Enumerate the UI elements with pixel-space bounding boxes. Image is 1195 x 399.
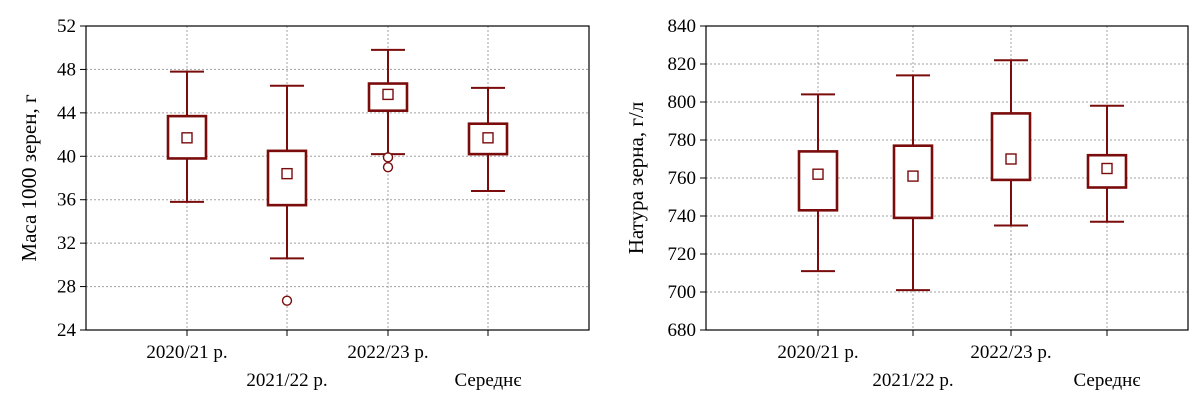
x-category-label: Середнє xyxy=(1073,370,1140,391)
y-tick-label: 700 xyxy=(668,282,697,303)
x-category-label: 2022/23 р. xyxy=(970,342,1051,363)
plot-frame xyxy=(85,25,590,331)
median-marker xyxy=(1101,162,1113,175)
box-3 xyxy=(367,48,409,173)
median-marker xyxy=(1005,153,1017,165)
chart-panel-2: 680 700 720 740 760 780 800 820 840 2020/21 р. 202… xyxy=(624,16,1189,391)
y-tick-label: 28 xyxy=(57,277,76,298)
x-category-label: Середнє xyxy=(454,370,521,391)
y-tick-label: 840 xyxy=(668,16,697,37)
median-marker xyxy=(382,88,394,101)
y-tick-label: 40 xyxy=(57,146,76,167)
outlier-point xyxy=(382,161,394,173)
x-category-label: 2022/23 р. xyxy=(347,342,428,363)
y-tick-label: 780 xyxy=(668,130,697,151)
iqr-box xyxy=(892,144,934,220)
median-marker xyxy=(907,170,919,182)
y-tick-label: 740 xyxy=(668,206,697,227)
y-tick-label: 760 xyxy=(668,168,697,189)
x-category-label: 2020/21 р. xyxy=(777,342,858,363)
y-tick-label: 800 xyxy=(668,92,697,113)
x-category-label: 2021/22 р. xyxy=(246,370,327,391)
x-category-label: 2021/22 р. xyxy=(872,370,953,391)
box-1 xyxy=(797,93,839,273)
iqr-box xyxy=(1086,153,1128,189)
box-3 xyxy=(990,59,1032,227)
outlier-point xyxy=(382,152,394,163)
box-4 xyxy=(467,86,509,193)
y-tick-label: 52 xyxy=(57,16,76,37)
iqr-box xyxy=(990,112,1032,182)
y-tick-label: 680 xyxy=(668,320,697,341)
box-2 xyxy=(892,74,934,292)
plot-frame xyxy=(705,25,1189,331)
box-2 xyxy=(266,84,308,306)
box-1 xyxy=(166,70,208,203)
y-tick-label: 44 xyxy=(57,103,77,124)
y-tick-label: 720 xyxy=(668,244,697,265)
y-axis-label: Натура зерна, г/л xyxy=(624,102,648,255)
iqr-box xyxy=(797,150,839,212)
chart-panel-1: 24 28 32 36 40 44 48 52 2020/21 р. 2021/22 р. 2022… xyxy=(17,16,590,391)
median-marker xyxy=(482,132,494,144)
y-tick-label: 32 xyxy=(57,233,76,254)
y-tick-label: 36 xyxy=(57,190,76,211)
y-axis-label: Маса 1000 зерен, г xyxy=(17,94,41,262)
median-marker xyxy=(181,132,193,144)
y-tick-label: 24 xyxy=(57,320,77,341)
outlier-point xyxy=(281,295,293,306)
box-4 xyxy=(1086,104,1128,223)
y-tick-label: 820 xyxy=(668,54,697,75)
x-category-label: 2020/21 р. xyxy=(146,342,227,363)
y-tick-label: 48 xyxy=(57,59,76,80)
median-marker xyxy=(281,167,293,180)
median-marker xyxy=(812,168,824,180)
